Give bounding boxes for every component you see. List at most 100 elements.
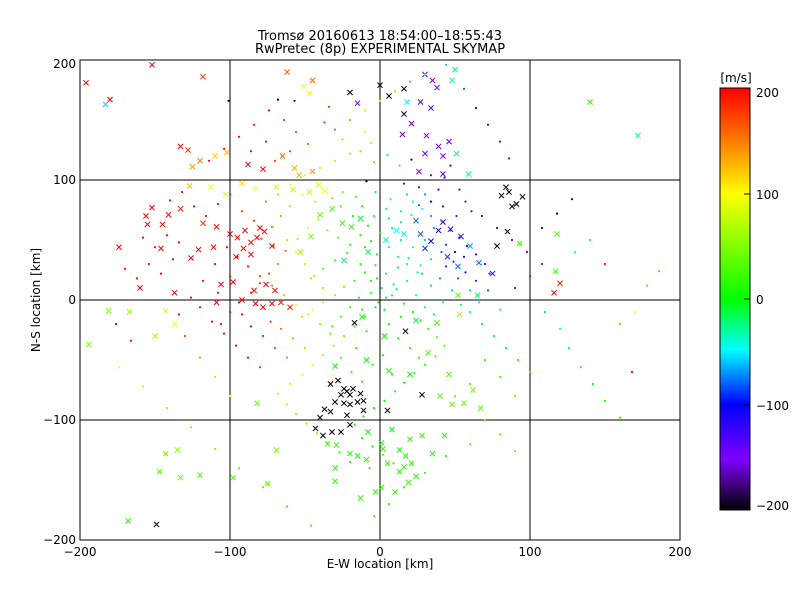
scatter-dot-point [333, 259, 337, 262]
scatter-cross-point [251, 287, 257, 294]
scatter-dot-point [189, 296, 193, 299]
scatter-cross-point [389, 426, 395, 433]
scatter-dot-point [453, 394, 457, 398]
scatter-dot-point [338, 451, 341, 454]
scatter-dot-point [449, 164, 452, 167]
scatter-dot-point [213, 262, 217, 266]
scatter-dot-point [363, 246, 367, 249]
scatter-dot-point [504, 346, 508, 350]
scatter-dot-point [252, 219, 256, 222]
scatter-cross-point [408, 120, 415, 127]
scatter-dot-point [573, 250, 577, 254]
scatter-cross-point [273, 447, 280, 453]
scatter-cross-point [260, 304, 266, 311]
scatter-dot-point [618, 416, 622, 419]
scatter-cross-point [317, 211, 323, 218]
scatter-cross-point [449, 401, 455, 408]
scatter-dot-point [288, 150, 292, 153]
scatter-cross-point [107, 96, 113, 103]
scatter-cross-point [230, 474, 236, 481]
scatter-dot-point [540, 262, 544, 266]
scatter-dot-point [390, 373, 394, 376]
scatter-dot-point [375, 277, 379, 280]
scatter-dot-point [399, 220, 403, 224]
scatter-cross-point [347, 421, 353, 428]
scatter-dot-point [372, 514, 376, 518]
scatter-dot-point [429, 284, 433, 287]
scatter-dot-point [477, 301, 481, 304]
scatter-dot-point [468, 289, 472, 292]
scatter-dot-point [395, 288, 398, 291]
scatter-dot-point [408, 80, 412, 83]
colorbar-tick-label: −100 [756, 399, 789, 413]
scatter-cross-point [377, 82, 383, 89]
scatter-dot-point [408, 346, 412, 350]
scatter-dot-point [516, 358, 520, 362]
scatter-cross-point [260, 166, 266, 173]
scatter-cross-point [422, 245, 428, 252]
scatter-dot-point [372, 406, 376, 410]
scatter-cross-point [401, 85, 407, 92]
scatter-dot-point [279, 327, 283, 330]
scatter-cross-point [339, 220, 346, 227]
scatter-cross-point [321, 406, 328, 413]
scatter-dot-point [354, 346, 358, 350]
scatter-cross-point [419, 432, 425, 439]
scatter-dot-point [303, 346, 307, 350]
scatter-dot-point [443, 344, 446, 347]
scatter-cross-point [239, 297, 245, 303]
scatter-cross-point [261, 228, 268, 235]
scatter-dot-point [288, 382, 292, 386]
scatter-dot-point [513, 286, 517, 290]
scatter-dot-point [165, 234, 169, 237]
scatter-dot-point [270, 284, 274, 287]
scatter-dot-point [353, 279, 356, 282]
scatter-cross-point [399, 131, 406, 138]
scatter-dot-point [141, 236, 145, 239]
scatter-dot-point [567, 346, 571, 350]
scatter-cross-point [392, 489, 398, 495]
scatter-dot-point [321, 286, 325, 290]
scatter-dot-point [377, 301, 380, 304]
scatter-dot-point [216, 202, 220, 206]
scatter-dot-point [300, 315, 304, 318]
scatter-cross-point [467, 243, 473, 249]
scatter-cross-point [429, 450, 436, 457]
scatter-dot-point [399, 315, 403, 318]
colorbar-tick-label: 100 [756, 188, 779, 202]
scatter-dot-point [528, 274, 532, 278]
scatter-dot-point [374, 190, 377, 194]
scatter-cross-point [404, 99, 410, 105]
scatter-dot-point [399, 210, 403, 213]
scatter-dot-point [189, 426, 193, 429]
scatter-cross-point [306, 90, 313, 97]
scatter-cross-point [177, 143, 184, 150]
scatter-dot-point [407, 256, 410, 260]
scatter-dot-point [183, 334, 187, 338]
scatter-cross-point [126, 309, 133, 315]
scatter-dot-point [417, 204, 421, 207]
scatter-dot-point [357, 296, 361, 299]
scatter-cross-point [354, 399, 361, 405]
scatter-dot-point [252, 123, 256, 126]
scatter-cross-point [254, 234, 260, 241]
scatter-dot-point [354, 195, 358, 198]
scatter-dot-point [222, 332, 226, 335]
scatter-dot-point [387, 217, 391, 220]
scatter-dot-point [177, 313, 181, 316]
scatter-dot-point [458, 236, 461, 239]
scatter-dot-point [129, 339, 133, 342]
scatter-dot-point [288, 205, 292, 208]
scatter-dot-point [498, 140, 502, 143]
scatter-dot-point [480, 214, 484, 218]
scatter-dot-point [348, 460, 352, 464]
scatter-dot-point [402, 486, 406, 489]
scatter-cross-point [506, 189, 512, 195]
scatter-cross-point [284, 69, 290, 75]
x-tick-label: 100 [519, 545, 542, 559]
scatter-dot-point [321, 267, 325, 270]
colorbar-tick-label: 0 [756, 293, 764, 307]
scatter-cross-point [440, 153, 446, 159]
scatter-dot-point [384, 296, 388, 299]
colorbar: [m/s] 200 100 0 −100 −200 [719, 71, 789, 513]
